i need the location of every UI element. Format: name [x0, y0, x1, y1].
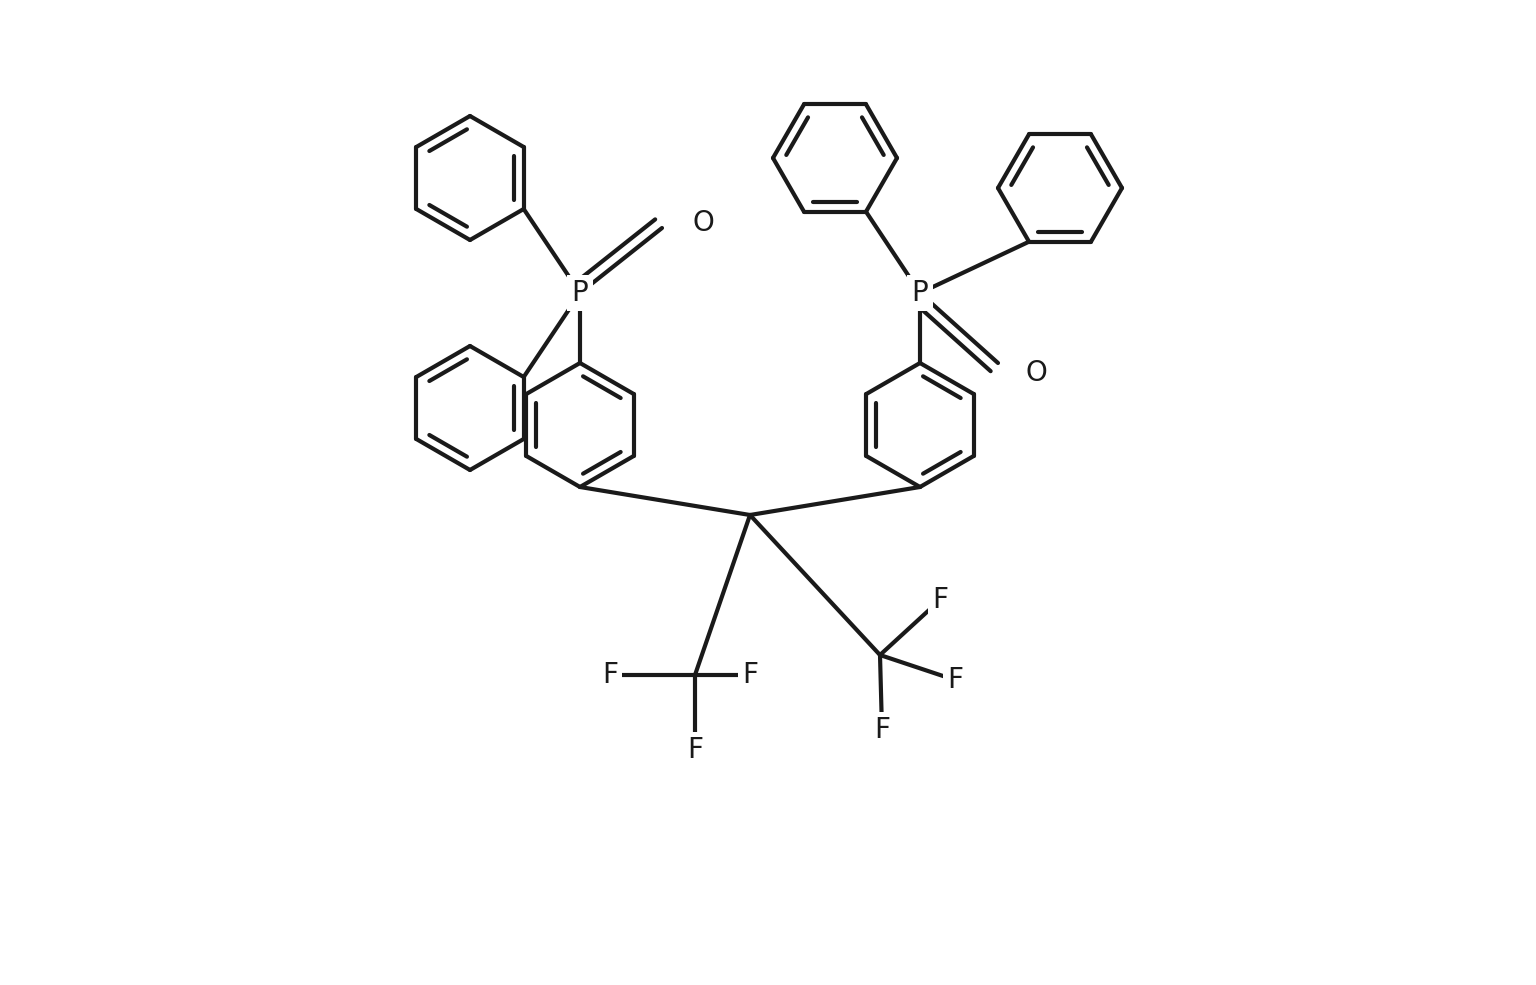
Text: F: F: [948, 666, 963, 694]
Text: F: F: [687, 736, 703, 764]
Text: P: P: [571, 279, 588, 307]
Text: F: F: [932, 586, 948, 614]
Text: P: P: [912, 279, 928, 307]
Text: O: O: [1026, 359, 1048, 387]
Text: F: F: [602, 661, 617, 689]
Text: F: F: [874, 716, 889, 744]
Text: O: O: [693, 209, 714, 237]
Text: F: F: [742, 661, 757, 689]
